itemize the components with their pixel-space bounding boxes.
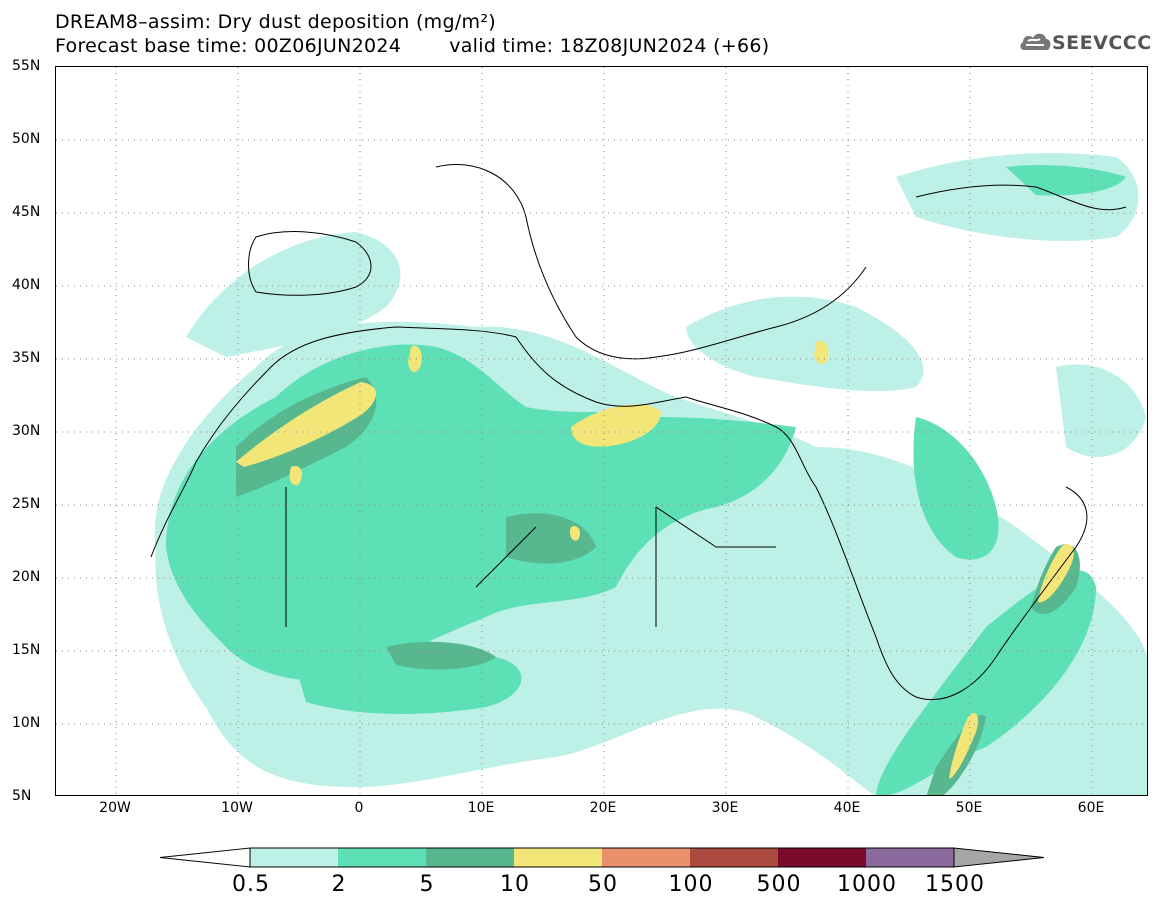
colorbar-border bbox=[249, 847, 955, 868]
logo-text: SEEVCCC bbox=[1052, 32, 1152, 54]
colorbar-label: 100 bbox=[668, 872, 714, 897]
lat-label: 35N bbox=[12, 350, 41, 366]
dust-level-10 bbox=[236, 340, 1074, 779]
coastlines bbox=[150, 163, 1127, 701]
lon-label: 20W bbox=[99, 800, 131, 816]
colorbar-arrow-left bbox=[160, 847, 251, 868]
colorbar-swatch bbox=[250, 848, 338, 867]
base-time: Forecast base time: 00Z06JUN2024 bbox=[55, 35, 402, 57]
map-title: DREAM8–assim: Dry dust deposition (mg/m²… bbox=[55, 11, 496, 33]
colorbar-swatch bbox=[602, 848, 690, 867]
colorbar bbox=[160, 847, 1045, 868]
lon-label: 30E bbox=[711, 800, 739, 816]
colorbar-swatch bbox=[426, 848, 514, 867]
lon-label: 50E bbox=[955, 800, 983, 816]
lat-label: 25N bbox=[12, 496, 41, 512]
dust-map bbox=[56, 67, 1147, 795]
colorbar-label: 1000 bbox=[837, 872, 897, 897]
lat-label: 30N bbox=[12, 423, 41, 439]
lon-label: 60E bbox=[1077, 800, 1105, 816]
lat-label: 15N bbox=[12, 642, 41, 658]
colorbar-label: 5 bbox=[419, 872, 435, 897]
colorbar-label: 50 bbox=[588, 872, 618, 897]
lon-label: 10E bbox=[467, 800, 495, 816]
colorbar-label: 500 bbox=[756, 872, 802, 897]
lat-label: 55N bbox=[12, 58, 41, 74]
lat-label: 50N bbox=[12, 131, 41, 147]
lon-label: 40E bbox=[833, 800, 861, 816]
lat-label: 40N bbox=[12, 277, 41, 293]
cloud-logo-icon bbox=[1020, 33, 1051, 50]
colorbar-swatch bbox=[690, 848, 778, 867]
lon-label: 10W bbox=[221, 800, 253, 816]
lon-label: 0 bbox=[354, 800, 364, 816]
lat-label: 45N bbox=[12, 204, 41, 220]
map-subtitle: Forecast base time: 00Z06JUN2024 valid ti… bbox=[55, 36, 770, 57]
colorbar-swatch bbox=[778, 848, 866, 867]
colorbar-swatch bbox=[514, 848, 602, 867]
lat-label: 5N bbox=[12, 788, 32, 804]
colorbar-swatch bbox=[338, 848, 426, 867]
lon-label: 20E bbox=[589, 800, 617, 816]
colorbar-label: 1500 bbox=[925, 872, 985, 897]
map-panel bbox=[55, 66, 1148, 796]
colorbar-swatch bbox=[866, 848, 954, 867]
colorbar-label: 2 bbox=[331, 872, 347, 897]
lat-label: 20N bbox=[12, 569, 41, 585]
grid-lines bbox=[56, 67, 1147, 795]
lat-label: 10N bbox=[12, 715, 41, 731]
colorbar-label: 10 bbox=[500, 872, 530, 897]
colorbar-label: 0.5 bbox=[232, 872, 270, 897]
colorbar-arrow-right bbox=[953, 847, 1045, 868]
valid-time: valid time: 18Z08JUN2024 (+66) bbox=[449, 35, 770, 57]
